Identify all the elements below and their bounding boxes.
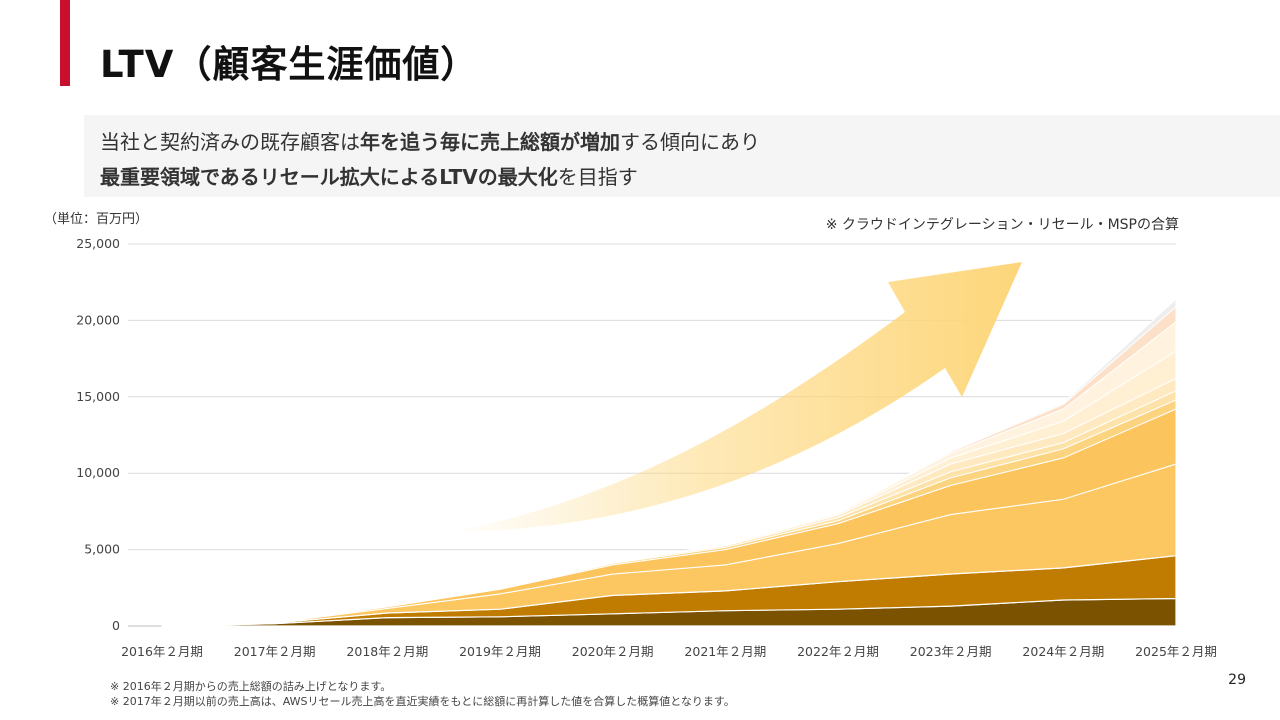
y-tick-label: 0 <box>112 618 120 633</box>
x-tick-label: 2022年２月期 <box>797 644 879 659</box>
x-tick-label: 2020年２月期 <box>572 644 654 659</box>
lead-line-1: 当社と契約済みの既存顧客は年を追う毎に売上総額が増加する傾向にあり <box>100 126 760 155</box>
y-tick-label: 25,000 <box>76 236 120 251</box>
chart-scope-note: ※ クラウドインテグレーション・リセール・MSPの合算 <box>825 217 1179 233</box>
x-tick-label: 2023年２月期 <box>910 644 992 659</box>
y-tick-label: 15,000 <box>76 389 120 404</box>
area-series-layer <box>161 298 1177 627</box>
page-title: LTV（顧客生涯価値） <box>100 43 479 86</box>
footnote-2: ※ 2017年２月期以前の売上高は、AWSリセール売上高を直近実績をもとに総額に… <box>110 695 735 708</box>
y-tick-label: 20,000 <box>76 312 120 327</box>
x-tick-label: 2017年２月期 <box>234 644 316 659</box>
x-tick-label: 2016年２月期 <box>121 644 203 659</box>
area-series-11 <box>161 298 1177 627</box>
axis-labels: 0 5,000 10,000 15,000 20,000 25,000 2016年２月期 20… <box>76 236 1217 659</box>
growth-arrow-layer <box>450 262 1022 532</box>
growth-arrow-icon <box>450 262 1022 532</box>
lead-line-1-part-1: 当社と契約済みの既存顧客は <box>100 130 360 154</box>
lead-line-2-part-1: 最重要領域であるリセール拡大によるLTVの最大化 <box>100 165 558 189</box>
lead-line-2: 最重要領域であるリセール拡大によるLTVの最大化を目指す <box>100 161 638 190</box>
x-tick-label: 2021年２月期 <box>684 644 766 659</box>
x-tick-label: 2018年２月期 <box>346 644 428 659</box>
footnote-1: ※ 2016年２月期からの売上総額の詰み上げとなります。 <box>110 680 392 693</box>
title-accent-bar <box>60 0 70 86</box>
x-tick-label: 2025年２月期 <box>1135 644 1217 659</box>
lead-line-2-part-2: を目指す <box>557 165 638 189</box>
y-tick-label: 5,000 <box>84 542 120 557</box>
unit-label: （単位：百万円） <box>44 212 149 227</box>
x-tick-label: 2024年２月期 <box>1022 644 1104 659</box>
lead-box: 当社と契約済みの既存顧客は年を追う毎に売上総額が増加する傾向にあり 最重要領域で… <box>84 115 1280 197</box>
x-tick-label: 2019年２月期 <box>459 644 541 659</box>
lead-line-1-part-2: 年を追う毎に売上総額が増加 <box>360 130 620 154</box>
lead-line-1-part-3: する傾向にあり <box>620 130 760 154</box>
page-number: 29 <box>1228 672 1246 688</box>
y-tick-label: 10,000 <box>76 465 120 480</box>
